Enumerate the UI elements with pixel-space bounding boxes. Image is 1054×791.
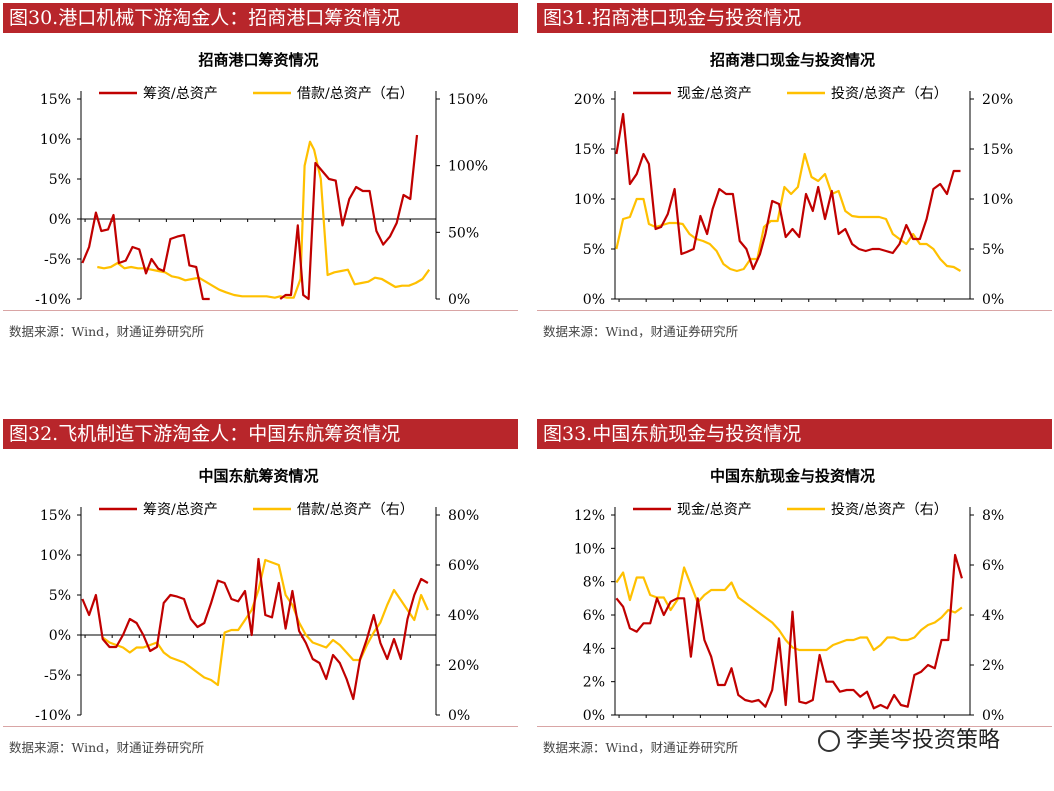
y-tick-label-right: 10% [982,192,1013,208]
legend-label: 投资/总资产（右） [831,502,948,518]
y-tick-label-left: -10% [35,708,71,724]
watermark-text: 李美岑投资策略 [846,728,1001,753]
y-tick-label-left: 2% [583,675,605,691]
panel-fig33: 图33.中国东航现金与投资情况 中国东航现金与投资情况 0% 2% 4% 6% 8% 10%… [537,419,1052,791]
source-note: 数据来源：Wind，财通证券研究所 [9,740,205,755]
y-tick-label-left: 12% [574,508,605,524]
series-line-left [81,211,210,301]
series-line-right [97,140,431,299]
y-tick-label-left: 0% [583,708,605,724]
y-tick-label-left: 10% [574,192,605,208]
y-tick-label-right: 20% [448,658,479,674]
y-tick-label-left: -5% [44,252,71,268]
y-tick-label-right: 50% [448,225,479,241]
y-tick-label-left: 15% [40,92,71,108]
y-tick-label-left: -5% [44,668,71,684]
y-tick-label-left: 5% [583,242,605,258]
figure-banner: 图31.招商港口现金与投资情况 [537,3,1052,33]
legend-label: 投资/总资产（右） [831,86,948,102]
chart-fig33: 中国东航现金与投资情况0%2%4%6%8%10%12%0%2%4%6%8%101… [574,467,1004,724]
panel-fig31: 图31.招商港口现金与投资情况 招商港口现金与投资情况 0% 5% 10% 15% 20%… [537,3,1052,375]
y-tick-label-left: 10% [40,548,71,564]
y-tick-label-right: 40% [448,608,479,624]
panel-fig32: 图32.飞机制造下游淘金人：中国东航筹资情况 中国东航筹资情况 -10% -5% 0%… [3,419,518,791]
y-tick-label-left: 20% [574,92,605,108]
y-tick-label-right: 15% [982,142,1013,158]
chart-fig30: 招商港口筹资情况-10%-5%0%5%10%15%0%50%100%150%10… [35,51,488,308]
y-tick-label-right: 4% [982,608,1004,624]
y-tick-label-left: 0% [49,628,71,644]
source-note: 数据来源：Wind，财通证券研究所 [543,740,739,755]
y-tick-label-left: 0% [583,292,605,308]
divider-line [3,726,518,727]
legend-label: 筹资/总资产 [143,85,218,102]
divider-line [537,726,1052,727]
y-tick-label-left: 10% [40,132,71,148]
y-tick-label-right: 60% [448,558,479,574]
series-line-left [81,557,429,701]
divider-line [537,310,1052,311]
y-tick-label-right: 0% [448,708,470,724]
y-tick-label-right: 6% [982,558,1004,574]
figure-banner: 图33.中国东航现金与投资情况 [537,419,1052,449]
divider-line [3,310,518,311]
y-tick-label-right: 80% [448,508,479,524]
watermark: 李美岑投资策略 [818,722,1000,754]
legend-label: 现金/总资产 [677,502,752,518]
y-tick-label-right: 20% [982,92,1013,108]
legend-label: 筹资/总资产 [143,501,218,518]
y-tick-label-left: 15% [574,142,605,158]
figure-banner: 图32.飞机制造下游淘金人：中国东航筹资情况 [3,419,518,449]
y-tick-label-right: 8% [982,508,1004,524]
source-note: 数据来源：Wind，财通证券研究所 [543,324,739,339]
y-tick-label-right: 100% [448,159,488,175]
y-tick-label-right: 2% [982,658,1004,674]
figure-banner: 图30.港口机械下游淘金人：招商港口筹资情况 [3,3,518,33]
y-tick-label-left: 4% [583,641,605,657]
legend-label: 借款/总资产（右） [297,502,414,518]
chart-title: 中国东航现金与投资情况 [710,467,875,485]
y-tick-label-left: 0% [49,212,71,228]
y-tick-label-right: 0% [982,708,1004,724]
y-tick-label-left: 5% [49,588,71,604]
chart-title: 招商港口现金与投资情况 [710,51,875,69]
y-tick-label-left: 6% [583,608,605,624]
y-tick-label-left: 5% [49,172,71,188]
source-note: 数据来源：Wind，财通证券研究所 [9,324,205,339]
panel-fig30: 图30.港口机械下游淘金人：招商港口筹资情况 招商港口筹资情况 -10% -5% 0%… [3,3,518,375]
chart-title: 招商港口筹资情况 [198,51,318,69]
series-line-left [279,134,419,301]
chart-fig31: 招商港口现金与投资情况0%5%10%15%20%0%5%10%15%20%101… [574,51,1013,308]
chart-title: 中国东航筹资情况 [198,467,318,485]
chart-fig32: 中国东航筹资情况-10%-5%0%5%10%15%0%20%40%60%80%1… [35,467,479,724]
y-tick-label-left: 8% [583,575,605,591]
series-line-left [615,112,961,271]
y-tick-label-left: 15% [40,508,71,524]
y-tick-label-left: -10% [35,292,71,308]
y-tick-label-right: 0% [982,292,1004,308]
legend-label: 借款/总资产（右） [297,86,414,102]
series-line-right [615,152,962,273]
y-tick-label-right: 5% [982,242,1004,258]
wechat-icon [818,730,840,752]
y-tick-label-right: 0% [448,292,470,308]
y-tick-label-left: 10% [574,541,605,557]
legend-label: 现金/总资产 [677,86,752,102]
series-line-left [615,553,963,710]
y-tick-label-right: 150% [448,92,488,108]
series-line-right [102,558,429,687]
